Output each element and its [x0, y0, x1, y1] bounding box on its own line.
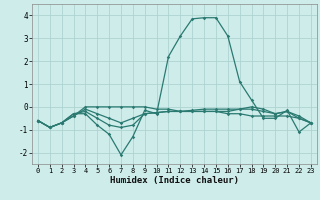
X-axis label: Humidex (Indice chaleur): Humidex (Indice chaleur)	[110, 176, 239, 185]
